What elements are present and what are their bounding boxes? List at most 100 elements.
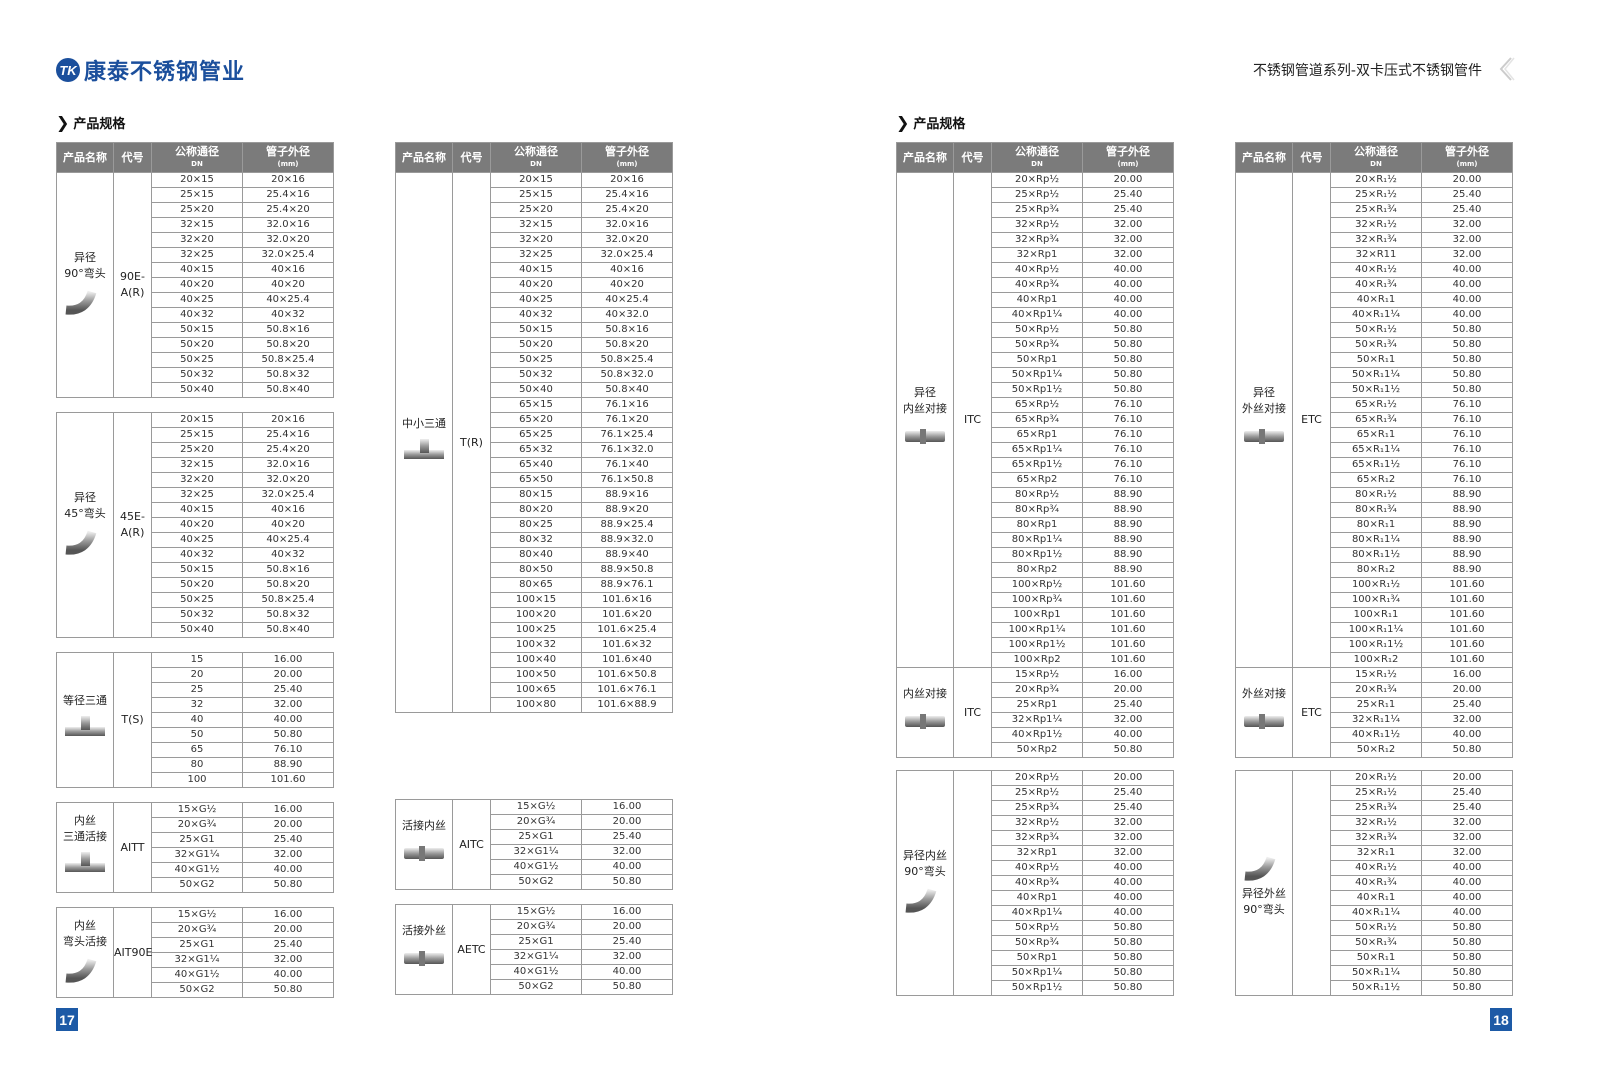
table-header-row: 产品名称 代号 公称通径 DN 管子外径 (mm) xyxy=(1235,142,1513,173)
table-row: 20×G¾ 20.00 xyxy=(396,919,673,935)
nominal-diameter: 40×R₁½ xyxy=(1330,860,1422,876)
outer-diameter: 25.4×20 xyxy=(242,202,334,218)
outer-diameter: 32.00 xyxy=(1082,830,1174,846)
table-row: 32×Rp½ 32.00 xyxy=(897,217,1174,233)
outer-diameter: 32.00 xyxy=(1421,217,1513,233)
product-code: T(R) xyxy=(452,172,491,713)
outer-diameter: 40.00 xyxy=(1082,905,1174,921)
outer-diameter: 32.00 xyxy=(1082,845,1174,861)
outer-diameter: 50.8×20 xyxy=(581,337,673,353)
chevron-left-icon xyxy=(1499,57,1515,81)
table-row: 50×Rp1¼ 50.80 xyxy=(897,367,1174,383)
nominal-diameter: 50×15 xyxy=(151,322,243,338)
table-row: 40×25 40×25.4 xyxy=(396,292,673,308)
male-adapter-icon xyxy=(1244,713,1284,729)
outer-diameter: 88.90 xyxy=(1421,517,1513,533)
nominal-diameter: 100×Rp½ xyxy=(991,577,1083,593)
table-row: 40×G1½ 40.00 xyxy=(396,859,673,875)
outer-diameter: 88.9×16 xyxy=(581,487,673,503)
table-row: 100×R₁½ 101.60 xyxy=(1236,577,1513,593)
nominal-diameter: 32×G1¼ xyxy=(490,844,582,860)
table-row: 80×R₁1 88.90 xyxy=(1236,517,1513,533)
outer-diameter: 32.0×20 xyxy=(581,232,673,248)
outer-diameter: 50.8×16 xyxy=(242,322,334,338)
nominal-diameter: 32×Rp1¼ xyxy=(991,712,1083,728)
nominal-diameter: 50×32 xyxy=(151,607,243,623)
nominal-diameter: 25×R₁¾ xyxy=(1330,800,1422,816)
outer-diameter: 50.8×40 xyxy=(242,382,334,398)
nominal-diameter: 40×Rp1½ xyxy=(991,727,1083,743)
outer-diameter: 88.90 xyxy=(1082,547,1174,563)
table-row: 50×R₁¾ 50.80 xyxy=(1236,337,1513,353)
outer-diameter: 32.00 xyxy=(1421,845,1513,861)
nominal-diameter: 50×R₁¾ xyxy=(1330,337,1422,353)
nominal-diameter: 100 xyxy=(151,772,243,788)
table-row: 40×G1½ 40.00 xyxy=(57,967,334,983)
outer-diameter: 50.80 xyxy=(1082,382,1174,398)
outer-diameter: 40×25.4 xyxy=(242,532,334,548)
outer-diameter: 88.9×76.1 xyxy=(581,577,673,593)
outer-diameter: 20.00 xyxy=(242,817,334,833)
nominal-diameter: 40×15 xyxy=(151,502,243,518)
nominal-diameter: 15×G½ xyxy=(151,907,243,923)
section-title-left: ❯ 产品规格 xyxy=(56,113,125,132)
outer-diameter: 50.80 xyxy=(1082,337,1174,353)
nominal-diameter: 50×Rp1 xyxy=(991,950,1083,966)
table-row: 40×Rp1¼ 40.00 xyxy=(897,905,1174,921)
outer-diameter: 76.10 xyxy=(1421,472,1513,488)
nominal-diameter: 25×15 xyxy=(490,187,582,203)
male-adapter-icon xyxy=(1244,429,1284,444)
table-row: 50×20 50.8×20 xyxy=(57,577,334,593)
product-name-cell: 活接外丝 xyxy=(395,904,453,995)
table-header-row: 产品名称 代号 公称通径 DN 管子外径 (mm) xyxy=(896,142,1174,173)
nominal-diameter: 65×25 xyxy=(490,427,582,443)
table-row: 25×Rp¾ 25.40 xyxy=(897,800,1174,816)
nominal-diameter: 40×Rp1¼ xyxy=(991,307,1083,323)
nominal-diameter: 100×R₁1½ xyxy=(1330,637,1422,653)
spec-table: 活接内丝 AITC 15×G½ 16.00 20×G¾ 20.00 25×G1 25.40 32… xyxy=(395,799,673,890)
nominal-diameter: 80×Rp¾ xyxy=(991,502,1083,518)
table-row: 活接外丝 AETC 15×G½ 16.00 xyxy=(395,904,673,995)
outer-diameter: 25.40 xyxy=(1082,697,1174,713)
header-dn: 公称通径 DN xyxy=(991,142,1083,173)
header-code: 代号 xyxy=(1292,142,1331,173)
nominal-diameter: 100×80 xyxy=(490,697,582,713)
nominal-diameter: 65×Rp1 xyxy=(991,427,1083,443)
outer-diameter: 76.1×40 xyxy=(581,457,673,473)
nominal-diameter: 50×15 xyxy=(151,562,243,578)
outer-diameter: 25.4×16 xyxy=(242,427,334,443)
nominal-diameter: 50×G2 xyxy=(151,982,243,998)
table-row: 50×R₁1½ 50.80 xyxy=(1236,980,1513,996)
header-product-name: 产品名称 xyxy=(395,142,453,173)
outer-diameter: 32.00 xyxy=(242,697,334,713)
table-row: 50×15 50.8×16 xyxy=(57,562,334,578)
outer-diameter: 76.10 xyxy=(1421,442,1513,458)
outer-diameter: 20.00 xyxy=(1421,172,1513,188)
product-name-cell: 中小三通 xyxy=(395,172,453,713)
nominal-diameter: 25×R₁1 xyxy=(1330,697,1422,713)
nominal-diameter: 65×20 xyxy=(490,412,582,428)
nominal-diameter: 80×65 xyxy=(490,577,582,593)
table-row: 中小三通 T(R) 20×15 20×16 xyxy=(395,172,673,713)
nominal-diameter: 50×R₁¾ xyxy=(1330,935,1422,951)
product-code: ITC xyxy=(953,172,992,668)
nominal-diameter: 80×15 xyxy=(490,487,582,503)
outer-diameter: 40.00 xyxy=(242,967,334,983)
nominal-diameter: 40×R₁1 xyxy=(1330,890,1422,906)
product-code: ITC xyxy=(953,667,992,758)
spec-table: 产品名称 代号 公称通径 DN 管子外径 (mm) 异径 外丝对接 ETC 20×R₁½ 20.0… xyxy=(1235,142,1513,758)
header-od: 管子外径 (mm) xyxy=(1421,142,1513,173)
outer-diameter: 101.60 xyxy=(242,772,334,788)
product-code: ETC xyxy=(1292,172,1331,668)
outer-diameter: 101.60 xyxy=(1082,622,1174,638)
outer-diameter: 101.60 xyxy=(1082,577,1174,593)
nominal-diameter: 40×Rp½ xyxy=(991,262,1083,278)
nominal-diameter: 80×R₁2 xyxy=(1330,562,1422,578)
header-code: 代号 xyxy=(953,142,992,173)
table-row: 65×R₁1½ 76.10 xyxy=(1236,457,1513,473)
spec-table-right-2: 产品名称 代号 公称通径 DN 管子外径 (mm) 异径 外丝对接 ETC 20×R₁½ 20.0… xyxy=(1235,142,1513,996)
outer-diameter: 20.00 xyxy=(1082,682,1174,698)
outer-diameter: 50.80 xyxy=(1421,950,1513,966)
nominal-diameter: 65×Rp1½ xyxy=(991,457,1083,473)
nominal-diameter: 50×40 xyxy=(151,382,243,398)
